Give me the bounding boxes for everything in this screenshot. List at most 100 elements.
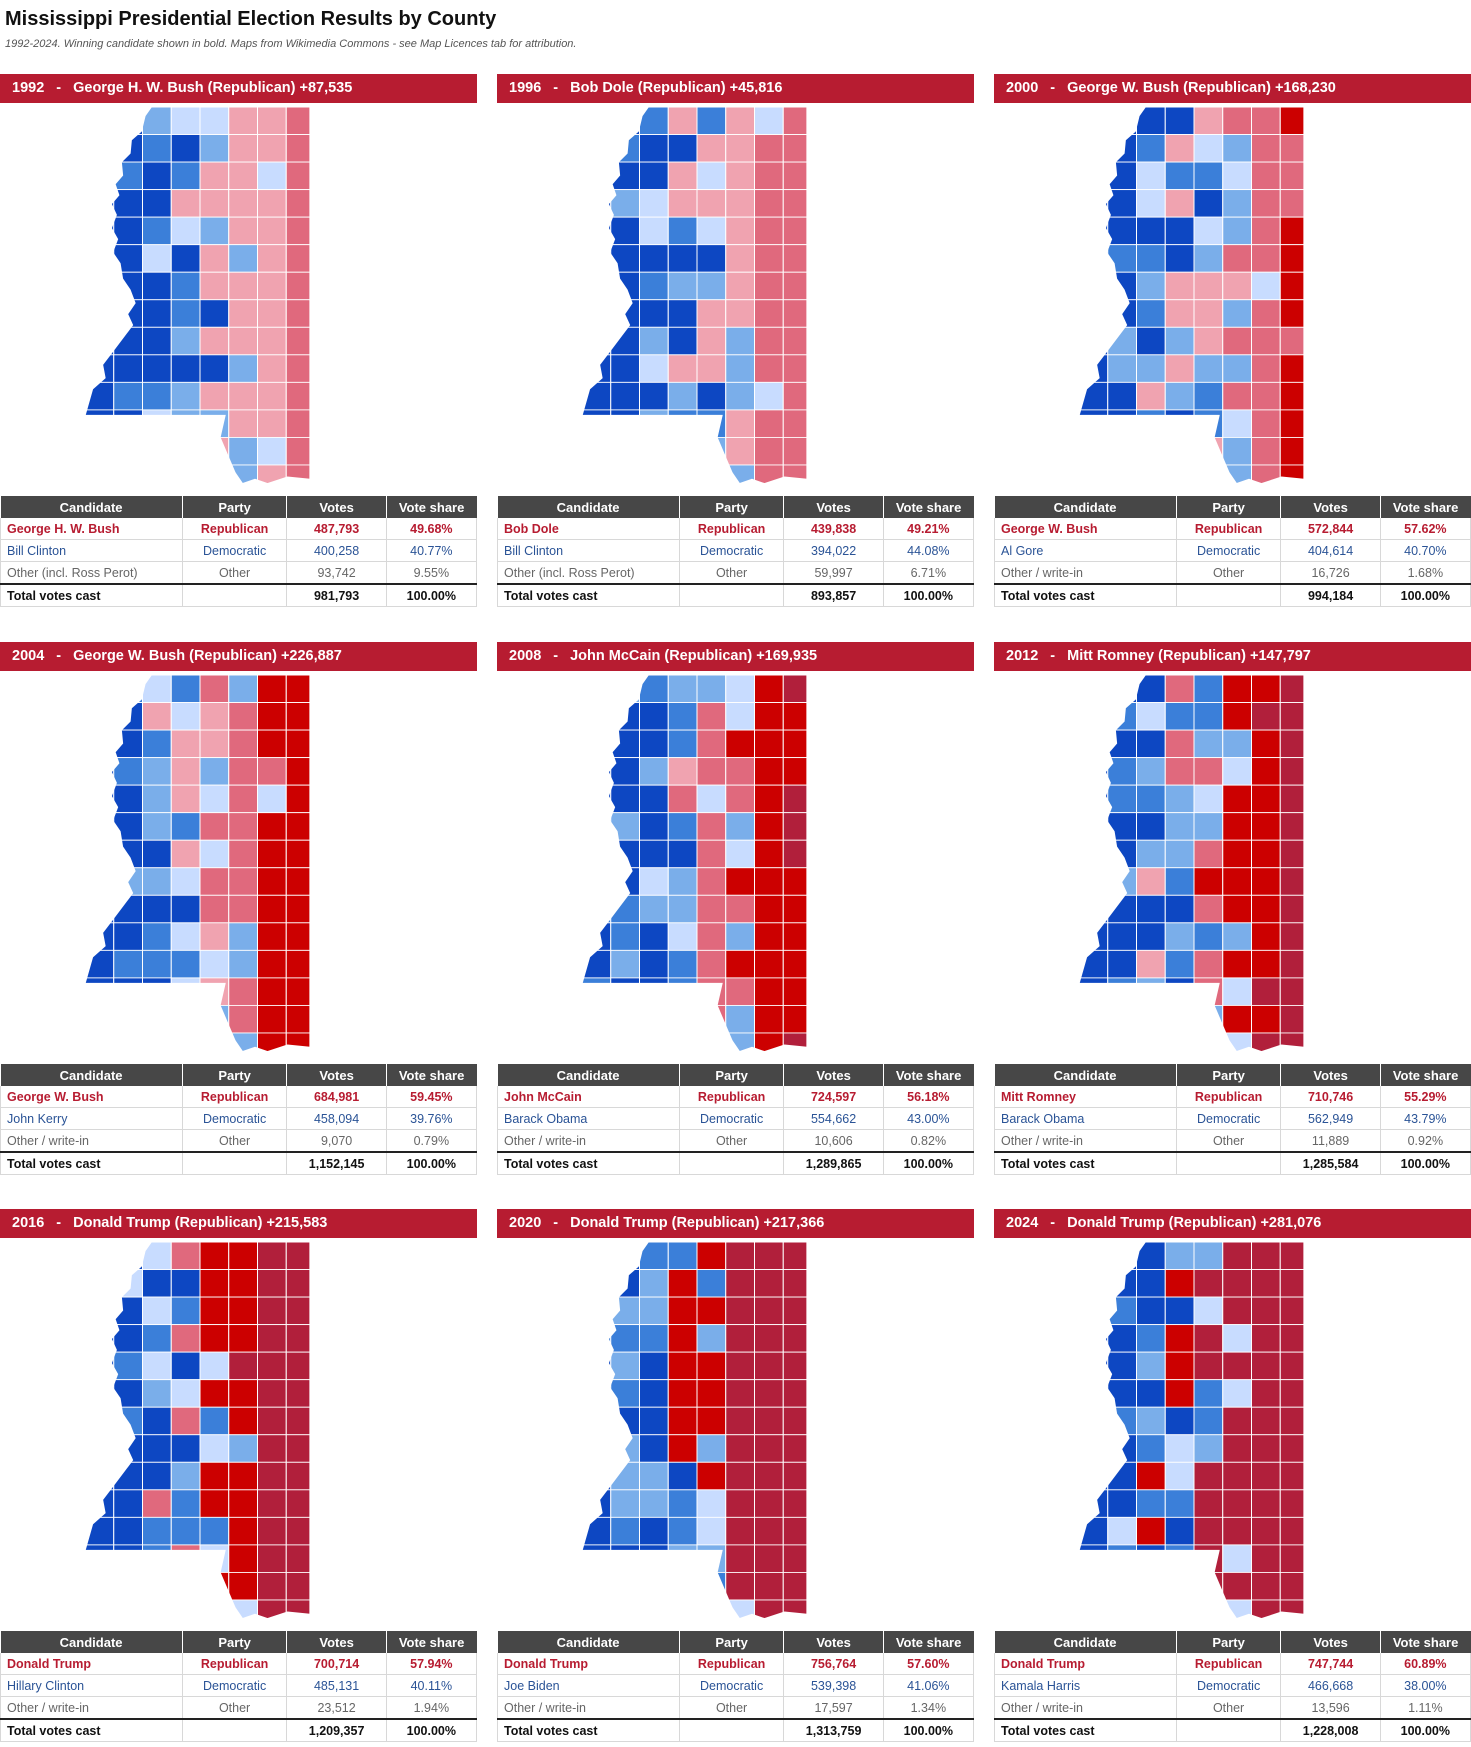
county-cell [667, 189, 698, 218]
party-cell: Republican [678, 518, 785, 540]
county-cell [1079, 1032, 1109, 1052]
county-cell [1107, 1004, 1137, 1034]
county-cell [1136, 922, 1166, 951]
county-cell [257, 1004, 287, 1034]
county-cell [1079, 436, 1109, 466]
county-cell [1079, 1324, 1109, 1353]
county-cell [1222, 409, 1252, 438]
county-cell [1107, 1571, 1137, 1601]
county-cells [582, 675, 807, 1052]
county-cell [696, 134, 727, 163]
county-cell [228, 784, 258, 814]
county-cell [228, 216, 258, 246]
county-cell [228, 189, 258, 218]
county-cell [1164, 1461, 1195, 1491]
county-cell [610, 161, 640, 191]
county-cell [85, 107, 115, 135]
county-cell [257, 1324, 287, 1353]
county-cell [1279, 1324, 1304, 1353]
candidate-cell: John McCain [497, 1086, 680, 1108]
votes-cell: 59,997 [783, 561, 884, 585]
county-cell [582, 1571, 612, 1601]
county-cell [1164, 1296, 1195, 1326]
county-cell [725, 216, 755, 246]
votes-cell: 13,596 [1280, 1696, 1381, 1720]
candidate-cell: Other / write-in [0, 1129, 183, 1153]
votes-cell: 710,746 [1280, 1086, 1381, 1108]
county-cell [257, 894, 287, 924]
county-cell [142, 161, 172, 191]
col-header-share: Vote share [1379, 1064, 1471, 1086]
county-map-svg [85, 107, 310, 485]
county-cell [199, 1296, 230, 1326]
total-row: Total votes cast 1,285,584 100.00% [994, 1151, 1471, 1175]
party-cell: Republican [1175, 1653, 1282, 1675]
county-cell [1079, 409, 1109, 438]
county-cell [1251, 1351, 1281, 1381]
county-cell [170, 1269, 201, 1298]
col-header-party: Party [181, 496, 287, 518]
county-cell [1079, 1571, 1109, 1601]
state-outline [1079, 675, 1304, 1053]
candidate-cell: Other / write-in [497, 1129, 680, 1153]
county-cell [1136, 299, 1166, 328]
results-table: Candidate Party Votes Vote share Bob Dol… [497, 496, 975, 607]
county-cell [1251, 1296, 1281, 1326]
county-cell [1279, 326, 1304, 356]
county-cell [85, 161, 115, 191]
county-cell [667, 1269, 698, 1298]
county-cell [1279, 757, 1304, 786]
county-cell [85, 381, 115, 411]
county-cell [1222, 1434, 1252, 1463]
county-cell [782, 1461, 807, 1491]
county-cell [667, 1599, 698, 1619]
county-cell [1164, 326, 1195, 356]
share-cell: 6.71% [882, 561, 975, 585]
county-cell [754, 757, 784, 786]
county-cell [170, 1544, 201, 1573]
county-cell [610, 436, 640, 466]
county-cell [610, 1269, 640, 1298]
total-row: Total votes cast 1,228,008 100.00% [994, 1718, 1471, 1742]
county-cell [582, 977, 612, 1006]
county-cell [257, 1434, 287, 1463]
county-cell [142, 1032, 172, 1052]
county-cell [113, 1489, 143, 1518]
county-cell [582, 922, 612, 951]
county-cell [1164, 216, 1195, 246]
results-table: Candidate Party Votes Vote share Donald … [994, 1631, 1471, 1742]
county-cell [113, 949, 143, 979]
county-cell [1193, 1242, 1224, 1270]
panel-headline: George W. Bush (Republican) +168,230 [1067, 80, 1336, 96]
county-cell [1251, 1434, 1281, 1463]
county-cell [1193, 1269, 1224, 1298]
candidate-cell: Donald Trump [497, 1653, 680, 1675]
panel-1992: 1992- George H. W. Bush (Republican) +87,… [0, 74, 478, 612]
county-cell [285, 134, 310, 163]
table-row: Other / write-in Other 16,726 1.68% [994, 561, 1471, 585]
results-table: Candidate Party Votes Vote share George … [0, 496, 478, 607]
county-cell [610, 675, 640, 703]
candidate-cell: Other / write-in [994, 1696, 1177, 1720]
county-cell [142, 464, 172, 484]
county-cell [667, 1351, 698, 1381]
county-cell [85, 216, 115, 246]
county-cell [113, 354, 143, 383]
county-cell [725, 757, 755, 786]
county-cell [285, 409, 310, 438]
county-cell [1193, 702, 1224, 731]
county-cell [696, 1379, 727, 1408]
county-cell [1193, 894, 1224, 924]
county-cell [199, 244, 230, 273]
county-map [582, 1242, 807, 1622]
county-cell [610, 922, 640, 951]
county-cell [1193, 1516, 1224, 1546]
county-cell [257, 1351, 287, 1381]
panel-year: 2016 [12, 1215, 45, 1231]
table-row: John McCain Republican 724,597 56.18% [497, 1086, 975, 1108]
county-cell [725, 729, 755, 759]
county-cell [142, 1599, 172, 1619]
candidate-cell: Other (incl. Ross Perot) [497, 561, 680, 585]
county-cell [754, 729, 784, 759]
total-label: Total votes cast [994, 583, 1177, 607]
